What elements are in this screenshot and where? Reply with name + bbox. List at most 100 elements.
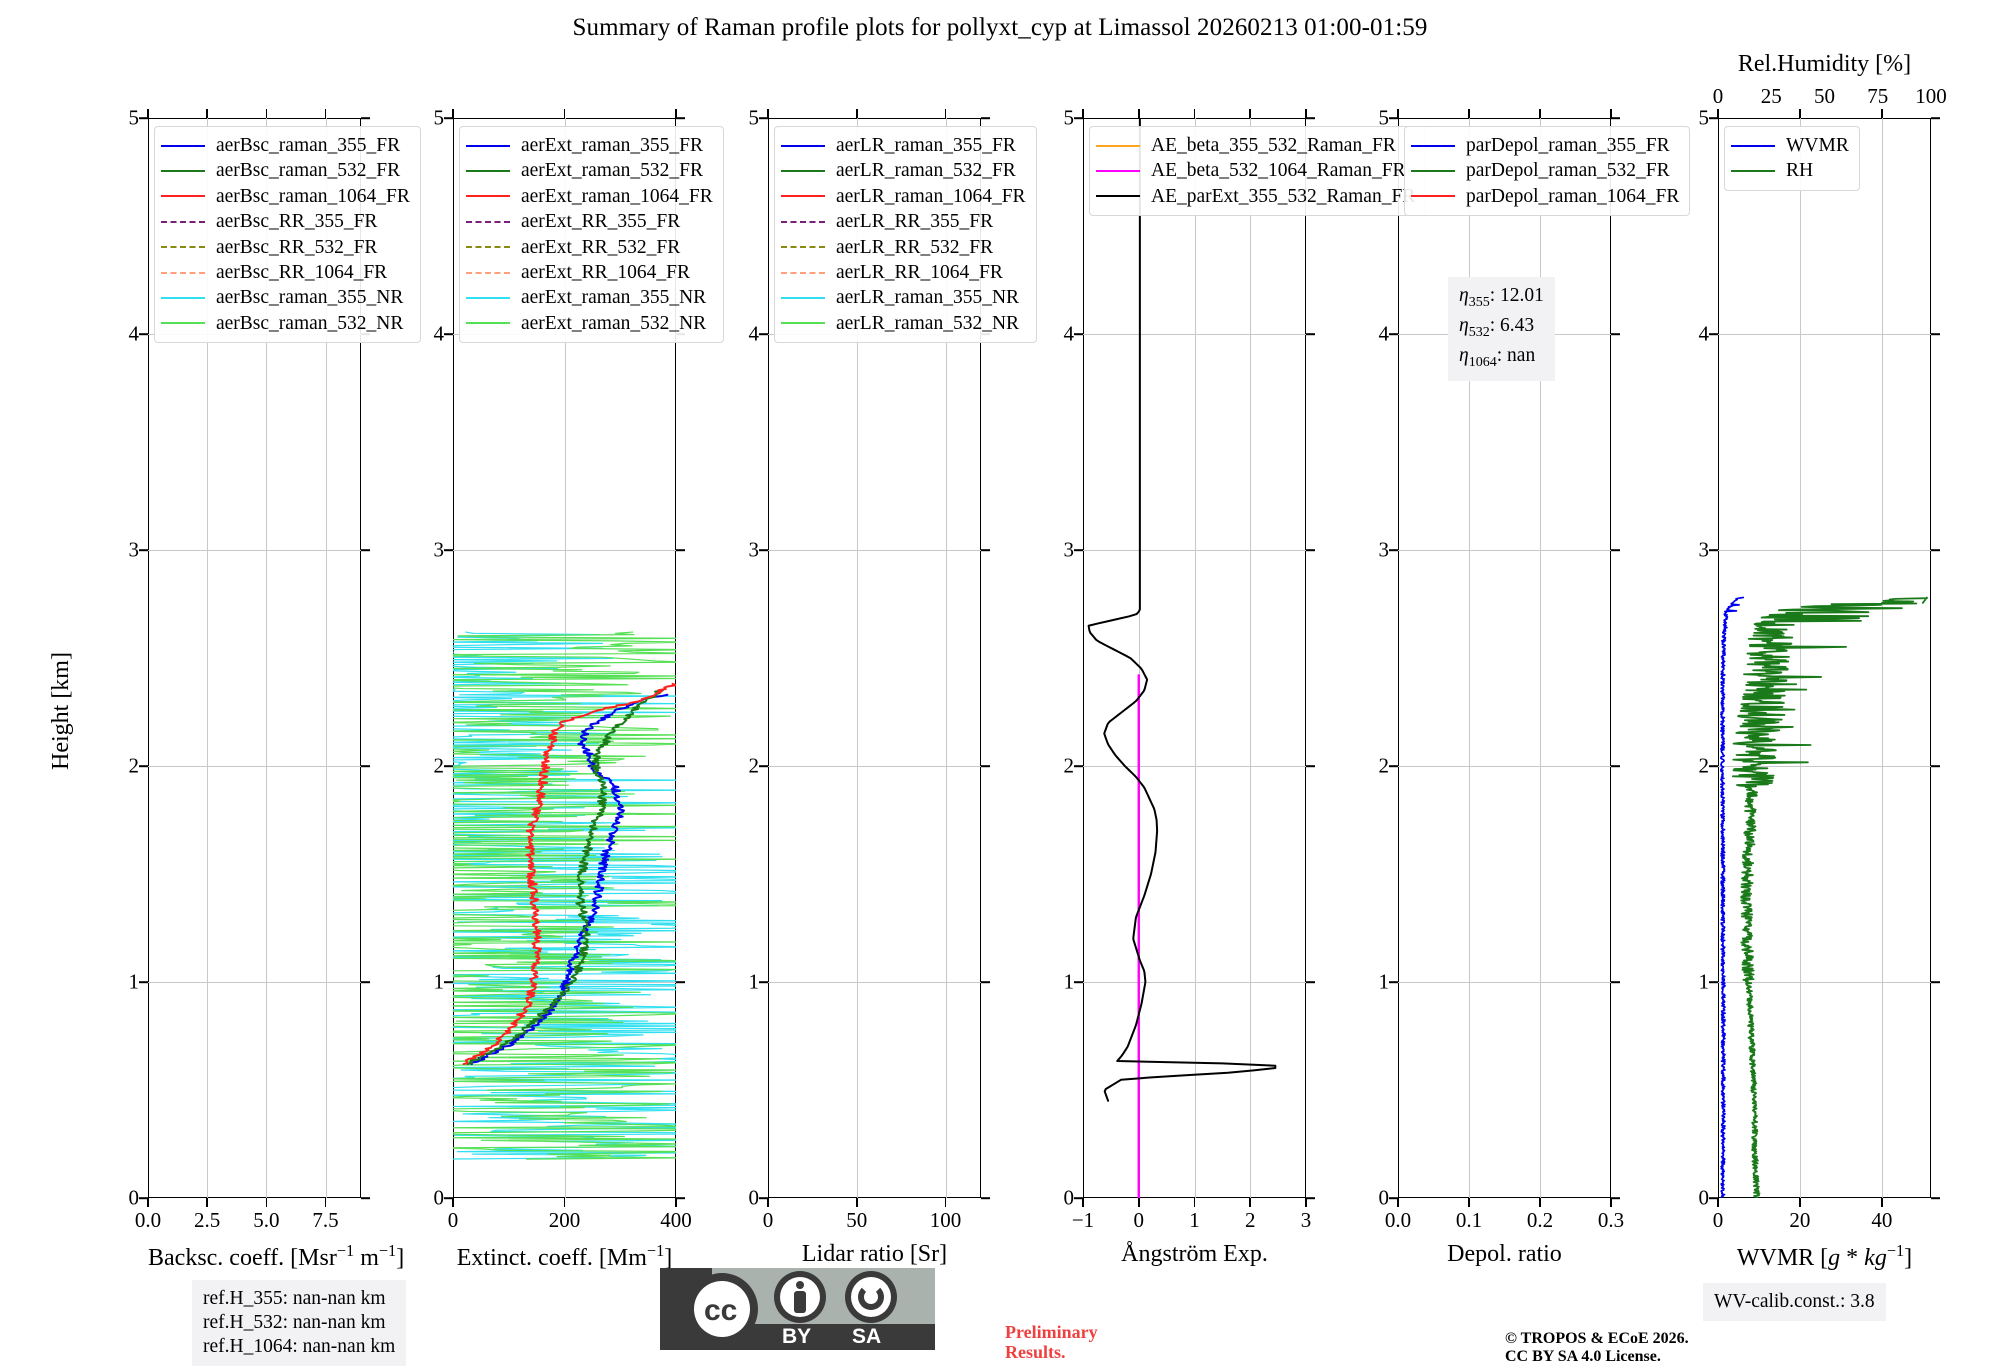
gridline-horizontal xyxy=(1718,334,1931,335)
y-tick-mark xyxy=(1306,333,1315,335)
y-tick-mark xyxy=(1389,117,1398,119)
y-tick-mark xyxy=(1074,1197,1083,1199)
legend-item[interactable]: aerBsc_RR_1064_FR xyxy=(161,260,410,285)
legend-item[interactable]: aerLR_raman_355_NR xyxy=(781,285,1026,310)
gridline-vertical xyxy=(1881,118,1883,1198)
y-tick-label: 0 xyxy=(1063,1185,1075,1210)
legend-item[interactable]: aerExt_RR_355_FR xyxy=(466,209,713,234)
x-tick-mark xyxy=(1468,1198,1470,1207)
y-axis-label: Height [km] xyxy=(48,652,74,770)
y-tick-label: 1 xyxy=(1063,969,1075,994)
legend-swatch xyxy=(466,220,510,223)
legend-swatch xyxy=(781,322,825,325)
legend-item[interactable]: aerExt_raman_532_NR xyxy=(466,311,713,336)
legend-item[interactable]: aerExt_raman_1064_FR xyxy=(466,184,713,209)
legend-item[interactable]: aerBsc_raman_355_FR xyxy=(161,133,410,158)
legend-item[interactable]: parDepol_raman_532_FR xyxy=(1411,158,1679,183)
y-tick-label: 5 xyxy=(1378,105,1390,130)
legend-item[interactable]: parDepol_raman_1064_FR xyxy=(1411,184,1679,209)
y-tick-label: 2 xyxy=(433,753,445,778)
y-tick-mark xyxy=(981,981,990,983)
legend-item[interactable]: aerBsc_raman_355_NR xyxy=(161,285,410,310)
x-axis-label: Ångström Exp. xyxy=(1121,1241,1268,1267)
legend-item[interactable]: aerExt_RR_532_FR xyxy=(466,235,713,260)
y-tick-mark xyxy=(981,117,990,119)
legend-item[interactable]: AE_beta_532_1064_Raman_FR xyxy=(1096,158,1415,183)
legend-item[interactable]: aerExt_raman_355_FR xyxy=(466,133,713,158)
legend-item[interactable]: aerExt_RR_1064_FR xyxy=(466,260,713,285)
y-tick-mark xyxy=(361,765,370,767)
legend-item[interactable]: RH xyxy=(1731,158,1849,183)
legend-item[interactable]: aerExt_raman_532_FR xyxy=(466,158,713,183)
y-tick-mark xyxy=(1611,1197,1620,1199)
plot-panel-depol-ratio: 0 1 2 3 4 5 0.0 0.1 0.2 0.3 Depol. ratio parDepol_r… xyxy=(1379,106,1691,1267)
legend-item[interactable]: aerLR_RR_1064_FR xyxy=(781,260,1026,285)
y-tick-label: 2 xyxy=(1698,753,1710,778)
legend-label: aerBsc_RR_1064_FR xyxy=(216,261,388,283)
x-tick-mark xyxy=(1193,1198,1196,1207)
x-tick-mark xyxy=(1610,1198,1612,1207)
legend-item[interactable]: aerLR_raman_532_FR xyxy=(781,158,1026,183)
legend-item[interactable]: AE_parExt_355_532_Raman_FR xyxy=(1096,184,1415,209)
y-tick-mark xyxy=(1074,117,1083,119)
y-tick-mark xyxy=(759,765,768,767)
legend-item[interactable]: aerBsc_raman_532_FR xyxy=(161,158,410,183)
y-tick-mark xyxy=(1074,765,1083,767)
y-tick-mark xyxy=(139,765,148,767)
legend-item[interactable]: parDepol_raman_355_FR xyxy=(1411,133,1679,158)
x-tick-mark xyxy=(1305,1198,1307,1207)
legend-item[interactable]: aerLR_RR_532_FR xyxy=(781,235,1026,260)
legend-item[interactable]: aerBsc_raman_532_NR xyxy=(161,311,410,336)
legend-label: aerExt_raman_1064_FR xyxy=(521,185,713,207)
x-tick-label: 20 xyxy=(1789,1208,1811,1232)
gridline-horizontal xyxy=(1718,766,1931,767)
y-tick-label: 4 xyxy=(1063,321,1075,346)
legend-backscatter: aerBsc_raman_355_FR aerBsc_raman_532_FR ae… xyxy=(154,126,421,344)
y-tick-label: 2 xyxy=(1063,753,1075,778)
legend-label: aerBsc_RR_355_FR xyxy=(216,211,378,233)
legend-item[interactable]: aerBsc_RR_355_FR xyxy=(161,209,410,234)
legend-item[interactable]: aerLR_raman_532_NR xyxy=(781,311,1026,336)
y-tick-label: 5 xyxy=(1063,105,1075,130)
legend-item[interactable]: WVMR xyxy=(1731,133,1849,158)
x-tick-mark xyxy=(1799,109,1801,118)
x-axis-label: Lidar ratio [Sr] xyxy=(801,1241,948,1267)
x-tick-mark xyxy=(1397,109,1399,118)
y-tick-mark xyxy=(759,117,768,119)
y-tick-mark xyxy=(1709,333,1718,335)
x-tick-label: 40 xyxy=(1871,1208,1893,1232)
x-tick-label: 5.0 xyxy=(253,1208,280,1232)
legend-label: parDepol_raman_1064_FR xyxy=(1466,185,1680,207)
x-tick-mark xyxy=(1397,1198,1399,1207)
y-tick-mark xyxy=(139,1197,148,1199)
legend-swatch xyxy=(466,170,510,173)
x-tick-label: 3 xyxy=(1300,1208,1312,1232)
legend-item[interactable]: aerExt_raman_355_NR xyxy=(466,285,713,310)
gridline-vertical xyxy=(1250,118,1252,1198)
legend-item[interactable]: aerBsc_RR_532_FR xyxy=(161,235,410,260)
legend-swatch xyxy=(1411,195,1455,198)
y-tick-mark xyxy=(1074,549,1083,551)
y-tick-label: 1 xyxy=(433,969,445,994)
x-tick-label: 2.5 xyxy=(194,1208,221,1232)
legend-swatch xyxy=(161,297,205,300)
x-tick-mark xyxy=(1082,109,1084,118)
gridline-vertical xyxy=(1799,118,1801,1198)
legend-item[interactable]: aerLR_RR_355_FR xyxy=(781,209,1026,234)
legend-label: aerLR_raman_532_NR xyxy=(836,312,1020,334)
plot-panel-angstrom: 0 1 2 3 4 5 −1 0 1 2 3 Ångström Exp. AE_beta_355_532… xyxy=(1064,106,1427,1267)
y-tick-mark xyxy=(676,117,685,119)
legend-item[interactable]: aerBsc_raman_1064_FR xyxy=(161,184,410,209)
eta-row: η355: 12.01 xyxy=(1459,285,1544,310)
legend-label: AE_parExt_355_532_Raman_FR xyxy=(1151,185,1416,207)
y-tick-mark xyxy=(676,1197,685,1199)
top-x-tick-label: 100 xyxy=(1915,84,1947,108)
legend-label: aerLR_raman_355_FR xyxy=(836,135,1016,156)
y-tick-mark xyxy=(1931,981,1940,983)
legend-item[interactable]: aerLR_raman_1064_FR xyxy=(781,184,1026,209)
gridline-horizontal xyxy=(768,766,981,767)
legend-item[interactable]: AE_beta_355_532_Raman_FR xyxy=(1096,133,1415,158)
x-tick-label: −1 xyxy=(1071,1208,1095,1232)
ref-height-box: ref.H_355: nan-nan km ref.H_532: nan-nan … xyxy=(192,1280,407,1366)
legend-item[interactable]: aerLR_raman_355_FR xyxy=(781,133,1026,158)
